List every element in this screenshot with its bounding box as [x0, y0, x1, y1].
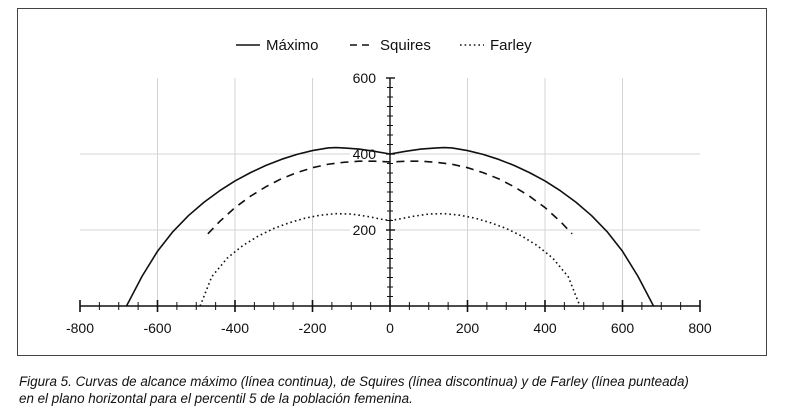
y-tick-label: 200: [353, 222, 377, 238]
legend-label: Squires: [380, 37, 431, 54]
y-tick-label-bg: [350, 221, 386, 238]
caption-line-2: en el plano horizontal para el percentil…: [19, 391, 413, 406]
legend: Máximo Squires Farley: [236, 37, 532, 54]
legend-label: Farley: [490, 37, 532, 54]
y-tick-label: 600: [353, 70, 377, 86]
x-tick-label: 600: [611, 320, 635, 336]
series-line-mximo: [125, 146, 655, 307]
x-tick-label: 0: [386, 320, 394, 336]
series-line-squires: [207, 160, 573, 235]
x-tick-label: -400: [221, 320, 249, 336]
x-tick-label: 200: [456, 320, 480, 336]
series-layer: [125, 146, 655, 307]
x-tick-label: 400: [533, 320, 557, 336]
legend-label: Máximo: [266, 37, 319, 54]
x-tick-label: -800: [66, 320, 94, 336]
x-tick-label: 800: [688, 320, 712, 336]
y-tick-label-bg: [350, 69, 386, 86]
caption-line-1: Figura 5. Curvas de alcance máximo (líne…: [19, 374, 689, 389]
series-line-farley: [199, 212, 581, 307]
figure-caption: Figura 5. Curvas de alcance máximo (líne…: [19, 373, 789, 407]
x-tick-label: -200: [298, 320, 326, 336]
x-tick-label: -600: [143, 320, 171, 336]
